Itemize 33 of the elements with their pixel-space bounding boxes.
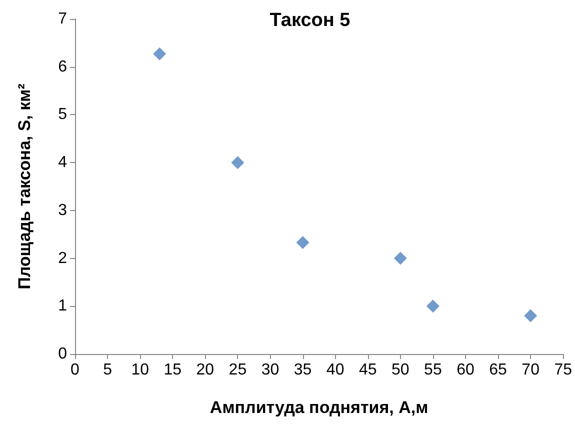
x-tick-label: 55 [424, 362, 442, 378]
x-axis-title: Амплитуда поднятия, А,м [210, 398, 428, 417]
y-tick-label: 3 [58, 202, 68, 219]
y-tick-label: 5 [58, 106, 68, 124]
point [231, 156, 244, 170]
y-axis-title: Площадь таксона, S, км² [15, 83, 34, 290]
x-tick-label: 35 [294, 362, 312, 378]
point [394, 252, 407, 265]
y-tick-label: 6 [58, 58, 68, 76]
x-tick-label: 30 [261, 362, 280, 378]
point [426, 300, 440, 313]
y-tick-label: 1 [58, 298, 68, 315]
y-tick-label: 4 [58, 154, 68, 172]
x-tick-label: 10 [131, 362, 150, 378]
y-tick-label: 7 [58, 10, 68, 28]
y-tick-label: 0 [58, 346, 68, 362]
point [153, 47, 166, 60]
x-tick-label: 5 [103, 362, 112, 378]
x-tick-label: 65 [489, 362, 508, 378]
x-tick-label: 60 [456, 362, 474, 378]
x-tick-label: 20 [196, 362, 214, 378]
point [296, 236, 310, 249]
x-tick-label: 40 [326, 362, 344, 378]
x-tick-label: 25 [228, 362, 247, 378]
x-tick-label: 0 [70, 362, 80, 378]
y-tick-label: 2 [58, 250, 68, 267]
x-tick-label: 70 [522, 362, 540, 378]
x-tick-label: 15 [164, 362, 182, 378]
chart-title: Таксон 5 [270, 10, 351, 31]
x-tick-label: 75 [554, 362, 572, 378]
point [524, 309, 538, 322]
x-tick-label: 50 [392, 362, 410, 378]
x-tick-label: 45 [358, 362, 377, 378]
